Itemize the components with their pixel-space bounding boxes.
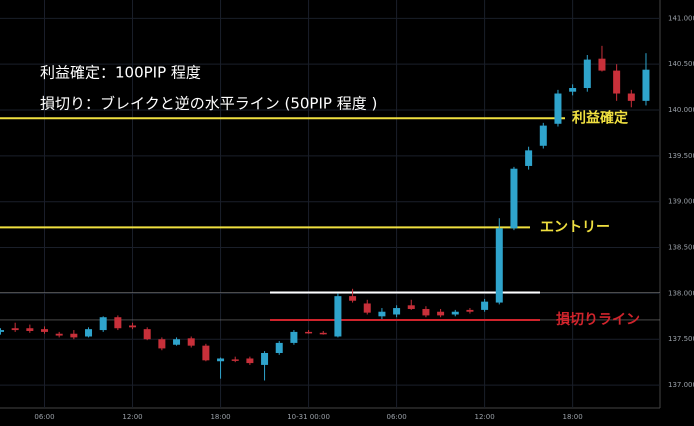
x-tick-label: 12:00: [475, 413, 495, 421]
candle-body: [290, 331, 298, 343]
annotation: 利益確定：100PIP 程度: [40, 64, 201, 82]
level-label: 利益確定: [572, 109, 628, 126]
candle-body: [393, 308, 401, 315]
annotation: 損切り：ブレイクと逆の水平ライン (50PIP 程度 ): [40, 95, 377, 113]
candle-body: [349, 296, 357, 301]
candle-body: [11, 328, 19, 331]
candle-body: [495, 228, 503, 303]
candle-body: [70, 333, 78, 338]
x-tick-label: 06:00: [34, 413, 54, 421]
candle-body: [378, 311, 386, 317]
candle-body: [613, 70, 621, 94]
candle-body: [202, 345, 210, 361]
candle-body: [173, 339, 181, 345]
x-tick-label: 06:00: [386, 413, 406, 421]
candle-body: [305, 331, 313, 334]
level-label: エントリー: [540, 219, 610, 235]
candle-body: [99, 317, 107, 331]
candle-body: [319, 332, 327, 335]
candle-body: [0, 330, 4, 332]
y-tick-label: 140.000: [668, 106, 694, 114]
candle-body: [451, 311, 459, 315]
candle-body: [569, 88, 577, 92]
candle-body: [437, 311, 445, 316]
y-tick-label: 137.500: [668, 335, 694, 343]
level-label: 損切りライン: [556, 311, 640, 328]
candle-body: [187, 338, 195, 346]
candle-body: [583, 59, 591, 89]
candle-body: [334, 296, 342, 337]
candle-body: [627, 93, 635, 101]
y-tick-label: 140.500: [668, 60, 694, 68]
y-tick-label: 138.000: [668, 289, 694, 297]
x-tick-label: 12:00: [122, 413, 142, 421]
y-tick-label: 137.000: [668, 381, 694, 389]
candle-body: [510, 168, 518, 229]
candle-body: [598, 58, 606, 71]
candle-body: [554, 93, 562, 124]
candle-body: [129, 325, 137, 328]
candle-body: [85, 329, 93, 337]
candle-body: [261, 352, 269, 365]
y-tick-label: 139.000: [668, 198, 694, 206]
candle-body: [539, 125, 547, 146]
y-tick-label: 138.500: [668, 244, 694, 252]
candle-body: [158, 339, 166, 349]
candle-body: [275, 342, 283, 353]
candle-body: [114, 317, 122, 329]
candle-body: [231, 359, 239, 361]
candle-body: [246, 358, 254, 364]
x-tick-label: 10-31 00:00: [287, 413, 330, 421]
y-tick-label: 141.000: [668, 14, 694, 22]
candle-body: [466, 309, 474, 312]
candle-body: [217, 358, 225, 362]
candle-body: [26, 328, 34, 331]
x-tick-label: 18:00: [563, 413, 583, 421]
y-tick-label: 139.500: [668, 152, 694, 160]
candle-body: [481, 301, 489, 310]
x-tick-label: 18:00: [210, 413, 230, 421]
candle-body: [55, 333, 63, 336]
candle-body: [642, 69, 650, 101]
candle-body: [407, 305, 415, 309]
candle-body: [422, 308, 430, 316]
candle-body: [41, 329, 49, 332]
candle-body: [363, 303, 371, 313]
candle-body: [525, 150, 533, 166]
candle-body: [143, 329, 151, 340]
